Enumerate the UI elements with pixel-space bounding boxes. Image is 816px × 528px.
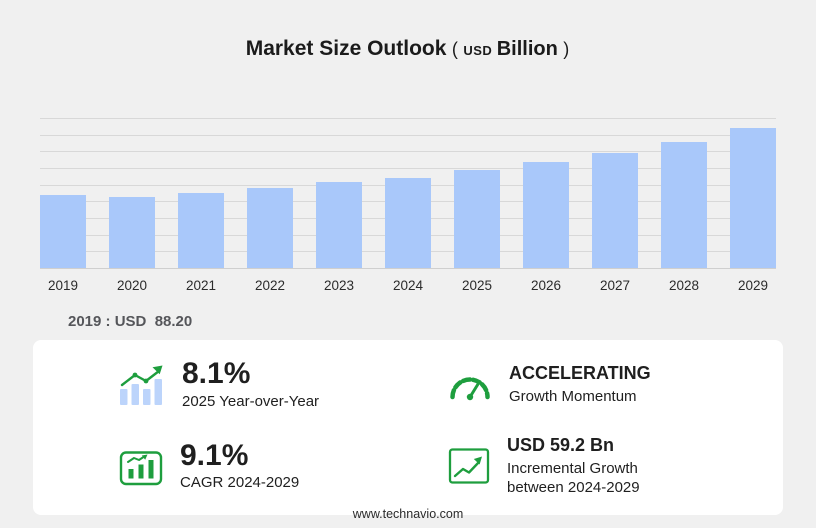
x-axis-label-2019: 2019 bbox=[47, 278, 79, 293]
x-axis-label-2025: 2025 bbox=[461, 278, 493, 293]
stats-card: 8.1% 2025 Year-over-Year ACCELERATING Gr… bbox=[33, 340, 783, 516]
stat-label: 2025 Year-over-Year bbox=[182, 392, 320, 410]
market-size-bar-chart: 2019 2020 2021 2022 2023 2024 2025 2026 2027 2028… bbox=[40, 118, 776, 293]
stat-growth-momentum: ACCELERATING Growth Momentum bbox=[408, 358, 783, 411]
stat-value: ACCELERATING bbox=[509, 362, 651, 383]
x-axis-label-2021: 2021 bbox=[185, 278, 217, 293]
footer-url: www.technavio.com bbox=[352, 507, 464, 521]
bar-2023 bbox=[316, 182, 362, 268]
gridline bbox=[40, 151, 776, 153]
speedometer-icon bbox=[448, 369, 492, 401]
stat-incremental-growth: USD 59.2 Bn Incremental Growth between 2… bbox=[408, 435, 783, 497]
x-axis-label-2029: 2029 bbox=[737, 278, 769, 293]
bar-2028 bbox=[661, 141, 707, 268]
title-open-paren: ( bbox=[451, 39, 458, 59]
x-axis-label-2023: 2023 bbox=[323, 278, 355, 293]
x-axis-label-2028: 2028 bbox=[668, 278, 700, 293]
framed-bar-chart-icon bbox=[119, 446, 163, 486]
x-axis-label-2027: 2027 bbox=[599, 278, 631, 293]
bar-2021 bbox=[178, 193, 224, 268]
stat-label: Growth Momentum bbox=[509, 387, 637, 405]
stat-value: 9.1% bbox=[180, 438, 249, 472]
title-close-paren: ) bbox=[563, 39, 570, 59]
bar-chart-growth-icon bbox=[119, 364, 165, 406]
bar-2024 bbox=[385, 177, 431, 268]
x-axis-label-2022: 2022 bbox=[254, 278, 286, 293]
x-axis-labels: 2019 2020 2021 2022 2023 2024 2025 2026 2027 2028… bbox=[40, 278, 776, 293]
x-axis-label-2020: 2020 bbox=[116, 278, 148, 293]
gridline bbox=[40, 134, 776, 136]
title-currency: USD bbox=[463, 43, 493, 58]
stat-yoy-growth: 8.1% 2025 Year-over-Year bbox=[33, 358, 408, 411]
gridline bbox=[40, 118, 776, 119]
base-year-value: 2019 : USD 88.20 bbox=[68, 313, 193, 330]
bar-2019 bbox=[40, 194, 86, 268]
plot-area bbox=[40, 118, 776, 269]
x-axis-label-2024: 2024 bbox=[392, 278, 424, 293]
title-main: Market Size Outlook bbox=[245, 37, 447, 60]
stat-text: ACCELERATING Growth Momentum bbox=[509, 363, 651, 406]
x-axis-label-2026: 2026 bbox=[530, 278, 562, 293]
bar-2020 bbox=[109, 197, 155, 268]
stat-value: 8.1% bbox=[182, 357, 251, 390]
stat-text: USD 59.2 Bn Incremental Growth between 2… bbox=[507, 435, 697, 497]
line-chart-icon bbox=[448, 447, 490, 485]
stat-value: USD 59.2 Bn bbox=[507, 435, 615, 456]
title-unit: Billion bbox=[496, 38, 558, 60]
bar-2022 bbox=[247, 188, 293, 268]
stat-label: CAGR 2024-2029 bbox=[180, 474, 300, 492]
bar-2027 bbox=[592, 152, 638, 268]
bar-2026 bbox=[523, 162, 569, 268]
page-title: Market Size Outlook ( USD Billion ) bbox=[0, 0, 816, 64]
stat-label: Incremental Growth between 2024-2029 bbox=[507, 459, 640, 496]
stat-cagr: 9.1% CAGR 2024-2029 bbox=[33, 435, 408, 497]
bar-2029 bbox=[730, 128, 776, 268]
gridline bbox=[40, 168, 776, 169]
bar-2025 bbox=[454, 170, 500, 268]
stat-text: 8.1% 2025 Year-over-Year bbox=[182, 358, 319, 411]
stat-text: 9.1% CAGR 2024-2029 bbox=[180, 440, 299, 493]
